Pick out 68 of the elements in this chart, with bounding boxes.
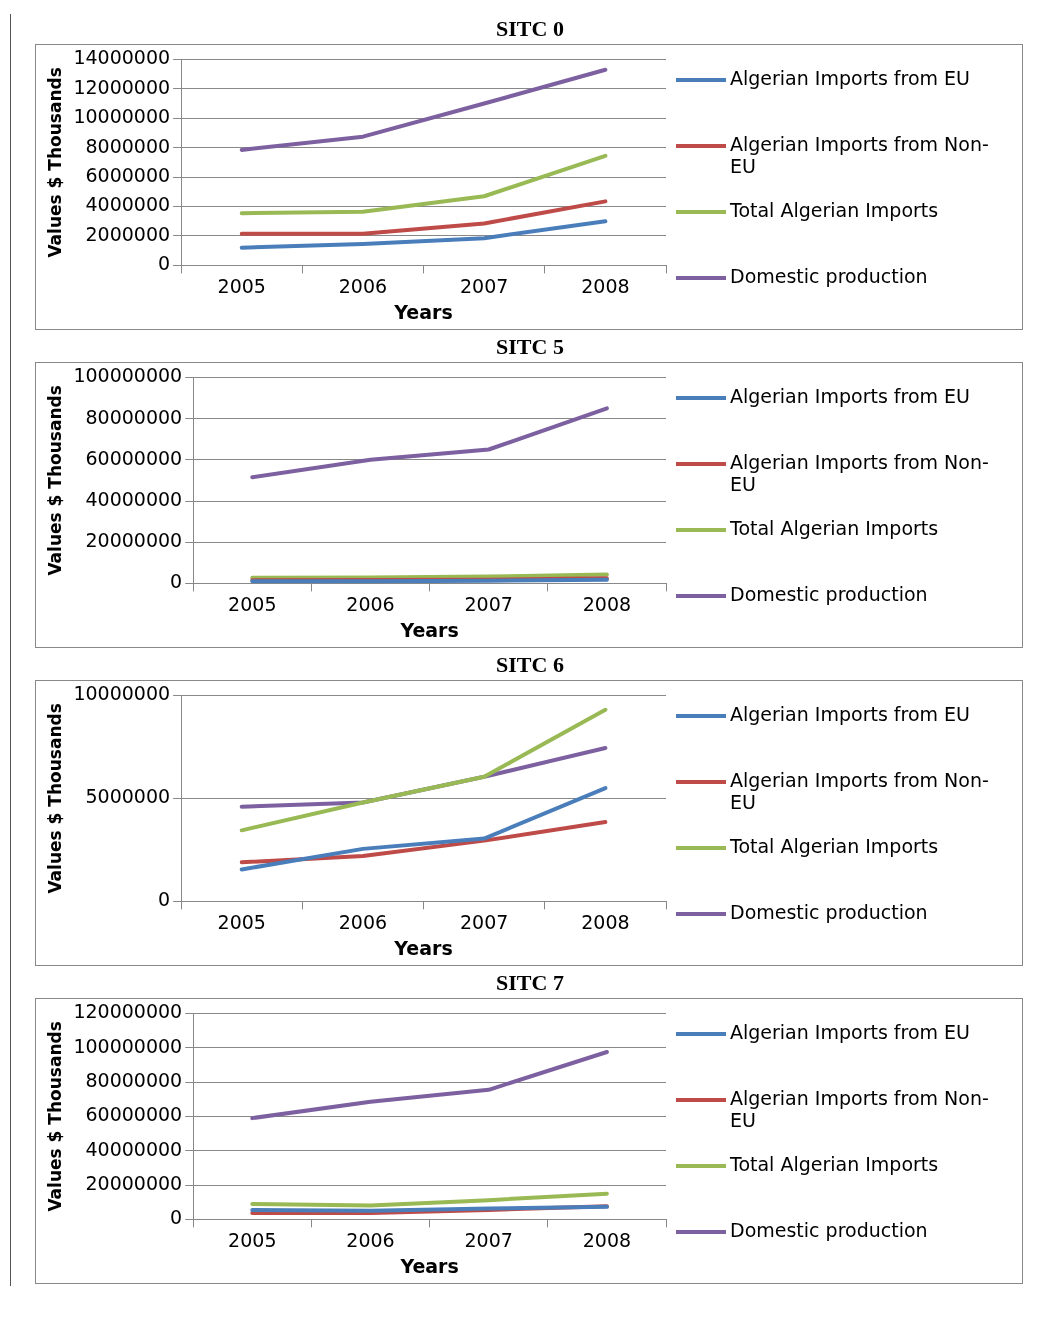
legend-label: Algerian Imports from EU — [730, 1021, 971, 1043]
y-tick-label: 14000000 — [73, 46, 171, 69]
legend-label: Algerian Imports from Non-EU — [730, 451, 990, 495]
x-tick-label: 2008 — [582, 592, 632, 615]
legend-label: Algerian Imports from EU — [730, 703, 971, 725]
y-tick-label: 2000000 — [85, 222, 171, 245]
y-tick-label: 4000000 — [85, 193, 171, 216]
y-tick-label: 100000000 — [73, 1034, 183, 1057]
x-tick-label: 2007 — [464, 1228, 513, 1251]
y-tick-label: 80000000 — [85, 405, 183, 428]
x-tick-label: 2008 — [581, 274, 630, 297]
y-tick-label: 0 — [158, 888, 171, 911]
y-tick-label: 80000000 — [85, 1069, 183, 1091]
legend-label: Algerian Imports from Non-EU — [730, 1087, 990, 1131]
y-tick-label: 0 — [170, 1206, 183, 1229]
y-axis-title: Values $ Thousands — [44, 1021, 65, 1212]
y-tick-label: 20000000 — [85, 529, 183, 552]
x-axis-title: Years — [399, 618, 459, 641]
y-tick-label: 120000000 — [73, 1000, 183, 1023]
y-tick-label: 8000000 — [85, 134, 171, 157]
chart-title: SITC 7 — [495, 969, 565, 997]
y-tick-label: 10000000 — [73, 105, 171, 128]
legend-label: Algerian Imports from EU — [730, 385, 971, 407]
x-tick-label: 2005 — [217, 274, 266, 297]
x-tick-label: 2006 — [346, 592, 395, 615]
y-tick-label: 12000000 — [73, 75, 171, 98]
x-tick-label: 2006 — [346, 1228, 395, 1251]
y-tick-label: 100000000 — [73, 364, 183, 387]
y-tick-label: 6000000 — [85, 164, 171, 187]
chart-title: SITC 0 — [495, 15, 565, 43]
x-tick-label: 2005 — [228, 592, 277, 615]
y-tick-label: 5000000 — [85, 785, 171, 808]
y-axis-title: Values $ Thousands — [44, 385, 65, 576]
x-tick-label: 2008 — [582, 1228, 632, 1251]
chart-title: SITC 6 — [495, 651, 565, 679]
y-tick-label: 0 — [170, 570, 183, 593]
y-tick-label: 0 — [158, 252, 171, 275]
x-axis-title: Years — [399, 1254, 459, 1277]
y-tick-label: 40000000 — [85, 1137, 183, 1160]
legend-label: Total Algerian Imports — [730, 1153, 939, 1175]
x-tick-label: 2007 — [459, 274, 509, 297]
legend-label: Algerian Imports from Non-EU — [730, 769, 990, 813]
legend-label: Algerian Imports from EU — [730, 67, 971, 89]
y-axis-title: Values $ Thousands — [44, 703, 65, 894]
x-tick-label: 2005 — [217, 910, 266, 933]
legend-label: Domestic production — [730, 901, 928, 923]
x-tick-label: 2006 — [338, 910, 388, 933]
x-tick-label: 2007 — [459, 910, 509, 933]
legend-label: Total Algerian Imports — [730, 517, 939, 539]
x-axis-title: Years — [393, 936, 453, 959]
y-tick-label: 60000000 — [85, 1103, 183, 1126]
y-axis-title: Values $ Thousands — [44, 67, 65, 258]
x-tick-label: 2006 — [338, 274, 388, 297]
chart-title: SITC 5 — [495, 333, 565, 361]
y-tick-label: 60000000 — [85, 446, 183, 469]
legend-label: Total Algerian Imports — [730, 199, 939, 221]
x-tick-label: 2008 — [581, 910, 630, 933]
legend-label: Total Algerian Imports — [730, 835, 939, 857]
y-tick-label: 20000000 — [85, 1172, 183, 1194]
legend-label: Domestic production — [730, 1219, 928, 1241]
legend-label: Domestic production — [730, 265, 928, 287]
x-tick-label: 2007 — [464, 592, 513, 615]
y-tick-label: 10000000 — [73, 682, 171, 705]
legend-label: Domestic production — [730, 583, 928, 605]
y-tick-label: 40000000 — [85, 487, 183, 510]
legend-label: Algerian Imports from Non-EU — [730, 133, 990, 177]
x-axis-title: Years — [393, 300, 453, 323]
x-tick-label: 2005 — [228, 1228, 277, 1251]
